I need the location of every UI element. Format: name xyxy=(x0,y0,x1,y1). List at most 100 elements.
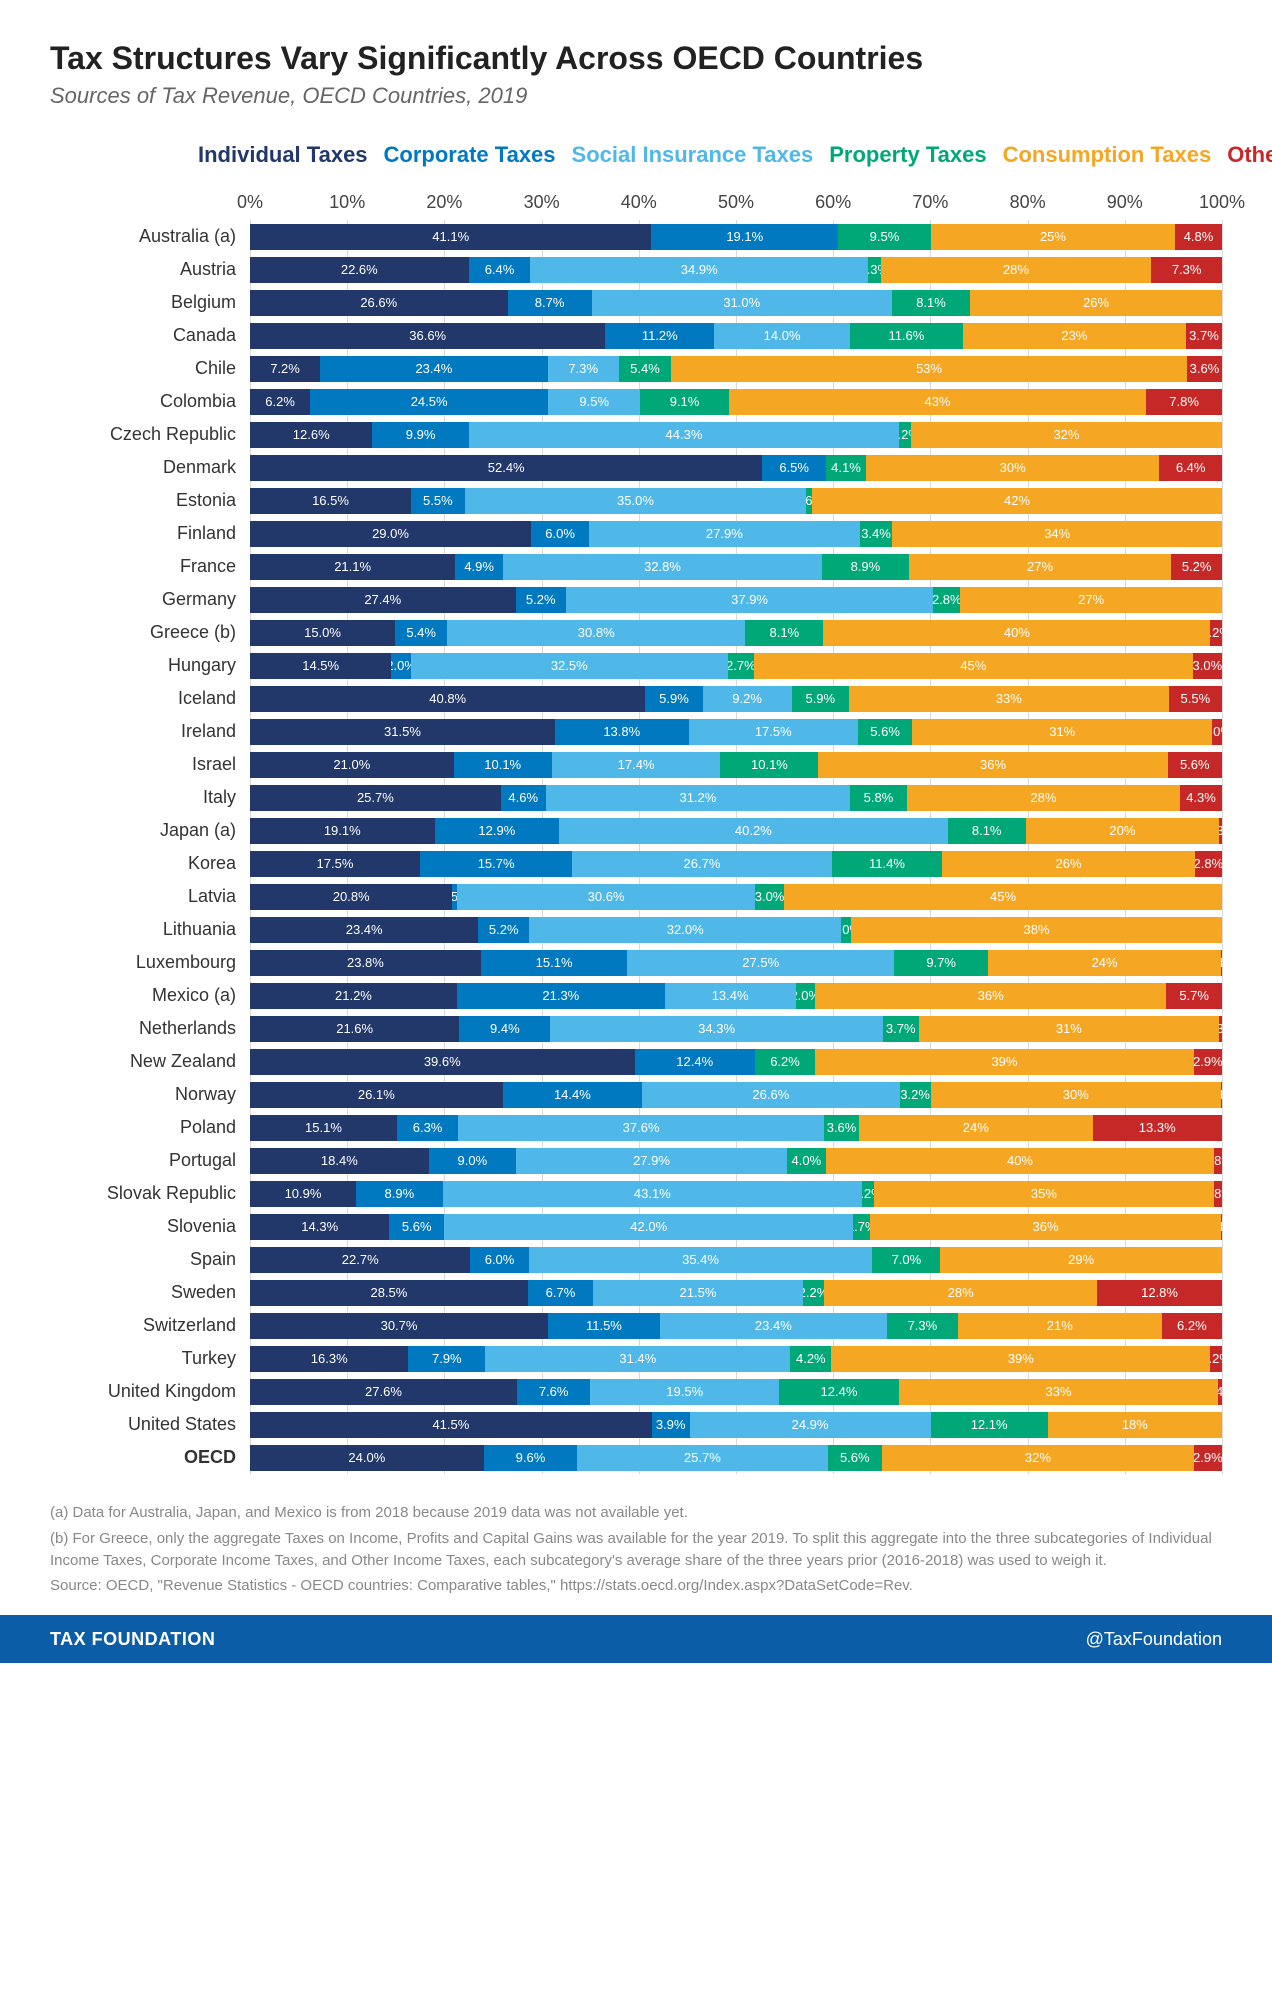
bar-segment: 5.6% xyxy=(828,1445,883,1471)
bar-segment: 26% xyxy=(970,290,1222,316)
axis-tick: 90% xyxy=(1107,192,1143,213)
bar: 28.5%6.7%21.5%2.2%28%12.8% xyxy=(250,1280,1222,1306)
bar: 26.1%14.4%26.6%3.2%30%0.1% xyxy=(250,1082,1222,1108)
bar-segment: 33% xyxy=(849,686,1169,712)
bar-segment: 30% xyxy=(866,455,1159,481)
bar-segment: 4.1% xyxy=(826,455,866,481)
bar-segment: 27.9% xyxy=(589,521,859,547)
chart-row: Canada36.6%11.2%14.0%11.6%23%3.7% xyxy=(50,319,1222,352)
bar-segment: 6.5% xyxy=(762,455,826,481)
bar: 10.9%8.9%43.1%1.2%35%0.8% xyxy=(250,1181,1222,1207)
bar-segment: 9.1% xyxy=(640,389,728,415)
chart-row: Estonia16.5%5.5%35.0%0.6%42% xyxy=(50,484,1222,517)
bar-segment: 5.4% xyxy=(619,356,672,382)
chart-row: Turkey16.3%7.9%31.4%4.2%39%1.2% xyxy=(50,1342,1222,1375)
row-label: Korea xyxy=(50,853,250,874)
bar-segment: 11.2% xyxy=(605,323,714,349)
bar-segment: 13.4% xyxy=(665,983,796,1009)
bar-segment: 3.6% xyxy=(1187,356,1222,382)
bar-segment: 21.2% xyxy=(250,983,457,1009)
bar-segment: 6.2% xyxy=(1162,1313,1222,1339)
bar-segment: 12.4% xyxy=(635,1049,755,1075)
bar-segment: 41.1% xyxy=(250,224,651,250)
bar-segment: 11.4% xyxy=(832,851,943,877)
bar-segment: 20% xyxy=(1026,818,1219,844)
bar-segment: 36% xyxy=(870,1214,1221,1240)
bar-segment: 1.3% xyxy=(868,257,881,283)
chart-row: Japan (a)19.1%12.9%40.2%8.1%20%0.3% xyxy=(50,814,1222,847)
chart-row: Hungary14.5%2.0%32.5%2.7%45%3.0% xyxy=(50,649,1222,682)
legend-item: Social Insurance Taxes xyxy=(572,142,814,167)
bar: 15.1%6.3%37.6%3.6%24%13.3% xyxy=(250,1115,1222,1141)
legend-item: Other xyxy=(1227,142,1272,167)
bar-segment: 24% xyxy=(859,1115,1093,1141)
bar-segment: 6.2% xyxy=(755,1049,815,1075)
bar-segment: 19.5% xyxy=(590,1379,779,1405)
row-label: Switzerland xyxy=(50,1315,250,1336)
row-label: Mexico (a) xyxy=(50,985,250,1006)
bar-segment: 31.2% xyxy=(546,785,850,811)
bar-segment: 22.6% xyxy=(250,257,469,283)
bar-segment: 32.0% xyxy=(529,917,841,943)
bar-segment: 1.0% xyxy=(841,917,851,943)
bar-segment: 5.6% xyxy=(1168,752,1222,778)
bar-segment: 5.2% xyxy=(1171,554,1222,580)
bar-segment: 6.2% xyxy=(250,389,310,415)
chart-row: Colombia6.2%24.5%9.5%9.1%43%7.8% xyxy=(50,385,1222,418)
bar: 22.7%6.0%35.4%7.0%29% xyxy=(250,1247,1222,1273)
legend: Individual TaxesCorporate TaxesSocial In… xyxy=(50,137,1222,172)
bar-segment: 9.0% xyxy=(429,1148,516,1174)
bar-segment: 8.1% xyxy=(892,290,970,316)
axis-tick: 40% xyxy=(621,192,657,213)
bar-segment: 9.5% xyxy=(548,389,640,415)
bar: 27.4%5.2%37.9%2.8%27% xyxy=(250,587,1222,613)
bar-segment: 2.2% xyxy=(803,1280,824,1306)
bar-segment: 21.1% xyxy=(250,554,455,580)
bar-segment: 15.1% xyxy=(481,950,627,976)
bar-segment: 39% xyxy=(815,1049,1194,1075)
bar-segment: 16.5% xyxy=(250,488,411,514)
bar-segment: 35.4% xyxy=(529,1247,873,1273)
bar-segment: 5.7% xyxy=(1166,983,1222,1009)
bar-segment: 28% xyxy=(824,1280,1097,1306)
bar-segment: 25.7% xyxy=(577,1445,827,1471)
row-label: Finland xyxy=(50,523,250,544)
chart-row: Chile7.2%23.4%7.3%5.4%53%3.6% xyxy=(50,352,1222,385)
bar: 16.3%7.9%31.4%4.2%39%1.2% xyxy=(250,1346,1222,1372)
chart-row: Australia (a)41.1%19.1%9.5%25%4.8% xyxy=(50,220,1222,253)
bar-segment: 3.7% xyxy=(1186,323,1222,349)
bar-segment: 36.6% xyxy=(250,323,605,349)
bar-segment: 6.7% xyxy=(528,1280,593,1306)
bar-segment: 13.3% xyxy=(1093,1115,1222,1141)
row-label: France xyxy=(50,556,250,577)
row-label: Belgium xyxy=(50,292,250,313)
bar-segment: 37.9% xyxy=(566,587,933,613)
bar-segment: 27.6% xyxy=(250,1379,517,1405)
bar-segment: 30% xyxy=(931,1082,1221,1108)
bar: 24.0%9.6%25.7%5.6%32%2.9% xyxy=(250,1445,1222,1471)
bar-segment: 24.0% xyxy=(250,1445,484,1471)
row-label: Sweden xyxy=(50,1282,250,1303)
bar-segment: 30.7% xyxy=(250,1313,548,1339)
chart-row: United States41.5%3.9%24.9%12.1%18% xyxy=(50,1408,1222,1441)
row-label: Australia (a) xyxy=(50,226,250,247)
bar-segment: 21.5% xyxy=(593,1280,803,1306)
row-label: Canada xyxy=(50,325,250,346)
axis-tick: 0% xyxy=(237,192,263,213)
bar-segment: 6.4% xyxy=(469,257,531,283)
bar-segment: 27.5% xyxy=(627,950,894,976)
axis-tick: 20% xyxy=(426,192,462,213)
bar: 23.8%15.1%27.5%9.7%24%0.1% xyxy=(250,950,1222,976)
bar-segment: 26% xyxy=(942,851,1194,877)
bar-segment: 5.4% xyxy=(395,620,447,646)
bar-segment: 4.2% xyxy=(790,1346,831,1372)
bar: 52.4%6.5%4.1%30%6.4% xyxy=(250,455,1222,481)
chart-row: Latvia20.8%0.5%30.6%3.0%45% xyxy=(50,880,1222,913)
bar-segment: 5.9% xyxy=(792,686,849,712)
bar-segment: 3.9% xyxy=(652,1412,690,1438)
row-label: Chile xyxy=(50,358,250,379)
bar: 7.2%23.4%7.3%5.4%53%3.6% xyxy=(250,356,1222,382)
bar-segment: 1.2% xyxy=(862,1181,874,1207)
bar-segment: 3.4% xyxy=(860,521,893,547)
bar-segment: 15.0% xyxy=(250,620,395,646)
